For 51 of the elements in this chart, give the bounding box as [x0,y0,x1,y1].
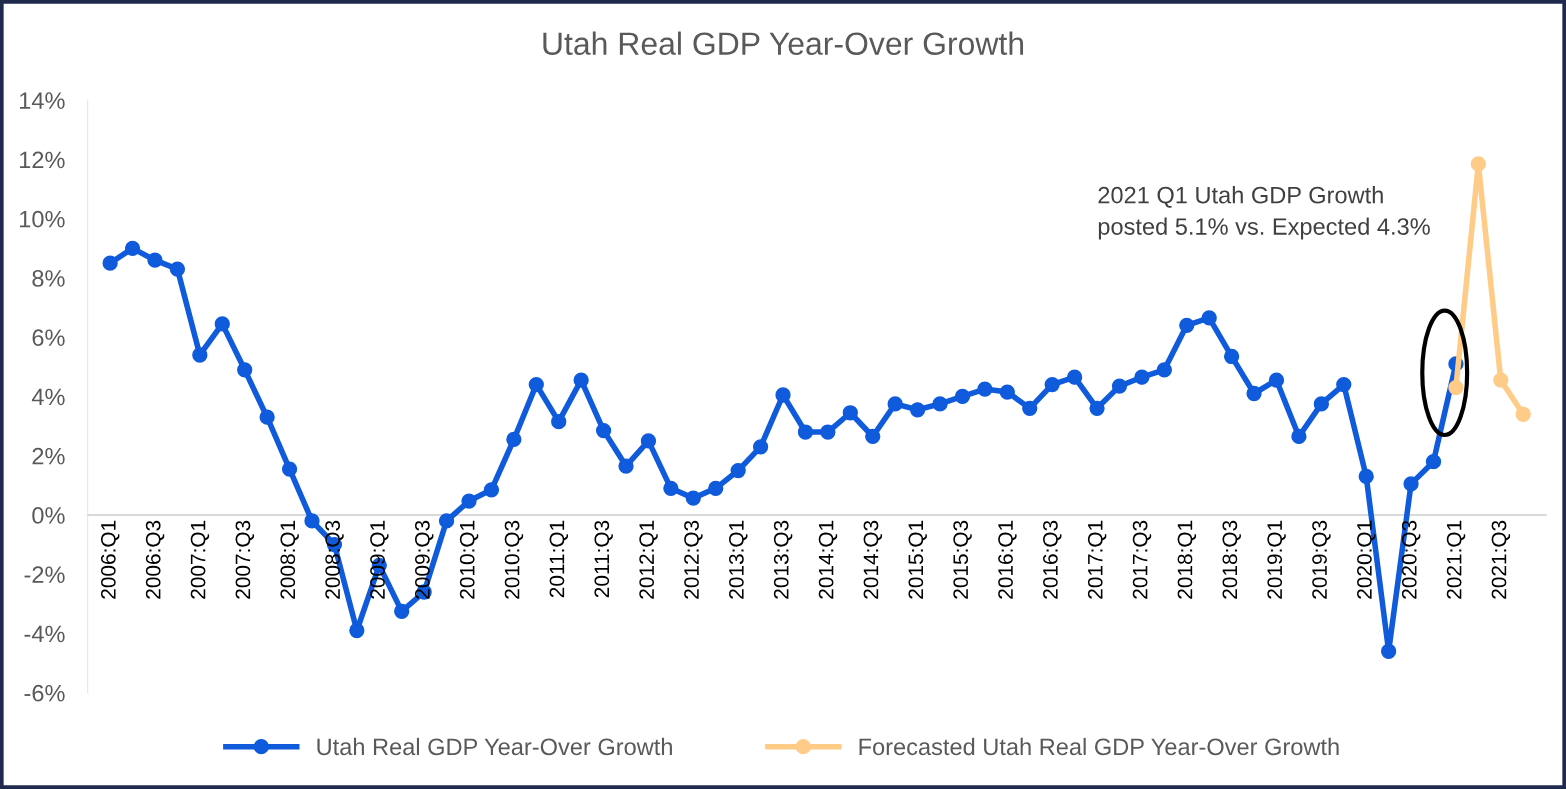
x-tick-label: 2017:Q1 [1087,520,1107,599]
y-tick-label: 4% [31,388,65,406]
y-tick-label: 6% [32,329,65,347]
y-tick-label: 0% [32,507,65,524]
x-tick-label: 2009:Q1 [370,520,389,599]
point [1493,372,1509,388]
y-tick-label: 2% [32,447,65,465]
x-tick-label: 2021:Q3 [1491,520,1511,599]
x-tick-label: 2008:Q3 [325,520,344,599]
y-tick-label: 10% [20,210,65,228]
point [1515,406,1531,422]
x-tick-label: 2016:Q1 [998,520,1017,599]
x-tick-label: 2018:Q3 [1222,520,1241,599]
y-tick-label: -2% [24,566,65,583]
x-tick-label: 2012:Q3 [684,520,703,599]
annotation: 2021 Q1 Utah GDP Growth posted 5.1% vs. Expected 4.3% [1098,186,1430,240]
x-tick-label: 2019:Q1 [1267,520,1286,599]
x-tick-label: 2010:Q1 [459,520,479,599]
y-tick-label: 14% [20,92,65,109]
x-tick-label: 2016:Q3 [1043,520,1062,599]
x-tick-label: 2014:Q1 [818,520,838,599]
y-tick-label: -4% [24,625,65,643]
y-tick-label: 8% [32,270,65,287]
y-tick-label: 12% [20,151,65,169]
x-tick-label: 2019:Q3 [1312,520,1331,599]
x-tick-label: 2009:Q3 [414,520,434,599]
x-tick-label: 2015:Q3 [953,520,972,599]
legend-label: Utah Real GDP Year-Over Growth [317,737,672,756]
x-tick-label: 2021:Q1 [1446,520,1466,599]
x-tick-label: 2007:Q1 [190,520,210,599]
point [1448,379,1464,396]
x-tick-label: 2014:Q3 [863,520,883,599]
chart-title: Utah Real GDP Year-Over Growth [543,31,1024,56]
x-tick-label: 2013:Q1 [729,520,748,599]
y-tick-label: -6% [24,684,65,702]
x-tick-label: 2011:Q3 [594,520,613,598]
x-tick-label: 2008:Q1 [280,520,299,599]
x-tick-label: 2007:Q3 [235,520,255,599]
point [1470,156,1486,172]
x-tick-label: 2012:Q1 [639,520,658,599]
x-tick-label: 2010:Q3 [504,520,524,599]
x-tick-label: 2011:Q1 [549,520,569,598]
x-tick-label: 2015:Q1 [908,520,927,599]
x-tick-label: 2017:Q3 [1132,520,1152,599]
x-tick-label: 2018:Q1 [1177,520,1197,599]
x-tick-label: 2006:Q1 [100,520,120,599]
x-tick-label: 2020:Q1 [1357,520,1376,599]
x-tick-label: 2020:Q3 [1401,520,1421,599]
legend-label: Forecasted Utah Real GDP Year-Over Growth [859,737,1339,756]
x-tick-label: 2013:Q3 [773,520,793,599]
x-tick-label: 2006:Q3 [145,520,165,599]
